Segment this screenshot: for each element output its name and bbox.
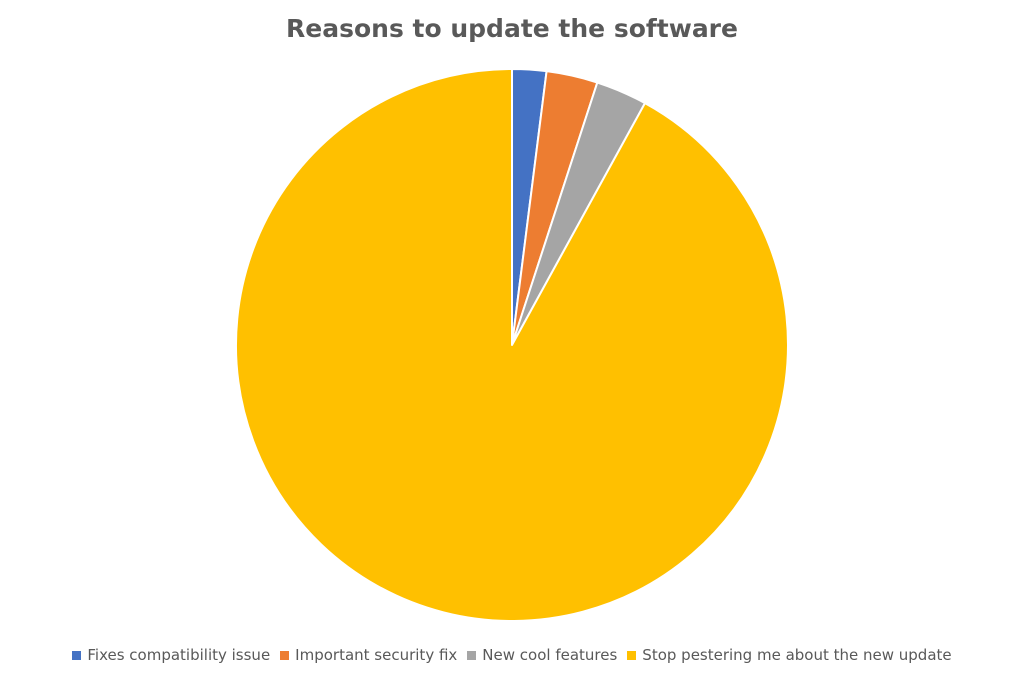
legend-item-fixes-compatibility-issue: Fixes compatibility issue xyxy=(72,646,270,664)
legend-label: Fixes compatibility issue xyxy=(87,646,271,664)
legend-item-stop-pestering: Stop pestering me about the new update xyxy=(627,646,952,664)
legend-swatch xyxy=(627,650,637,660)
legend-swatch xyxy=(280,650,290,660)
legend-label: New cool features xyxy=(482,646,618,664)
legend-swatch xyxy=(467,650,477,660)
pie-chart xyxy=(235,68,789,622)
pie-slice-stop-pestering-me-about-the-new-update xyxy=(235,68,789,622)
chart-title: Reasons to update the software xyxy=(286,14,738,43)
legend-swatch xyxy=(72,650,82,660)
legend-label: Stop pestering me about the new update xyxy=(642,646,952,664)
legend: Fixes compatibility issue Important secu… xyxy=(0,646,1024,664)
legend-item-new-cool-features: New cool features xyxy=(467,646,617,664)
legend-item-important-security-fix: Important security fix xyxy=(280,646,457,664)
legend-label: Important security fix xyxy=(295,646,458,664)
